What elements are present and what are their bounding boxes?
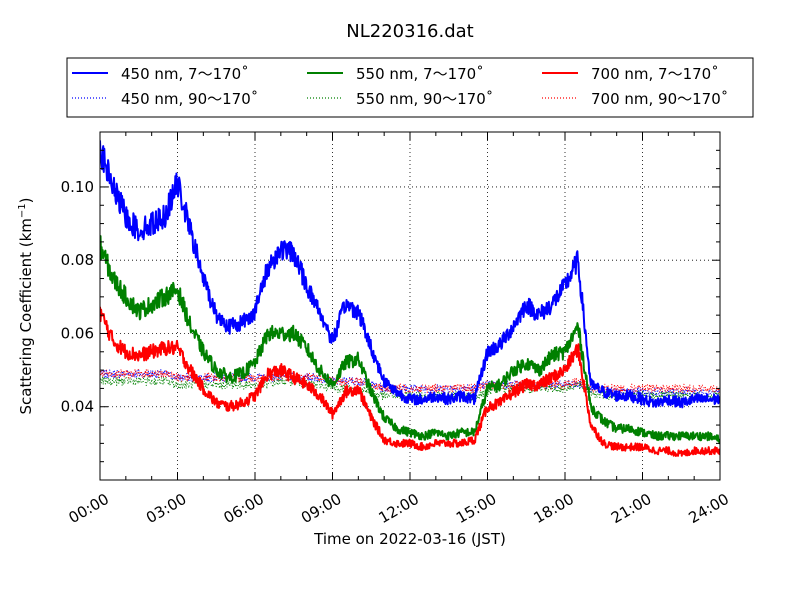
series-line-5 <box>100 368 720 394</box>
x-tick-label: 06:00 <box>221 490 267 527</box>
x-tick-label: 24:00 <box>686 490 732 527</box>
series-line-4 <box>100 306 720 457</box>
y-tick-label: 0.06 <box>61 324 94 342</box>
legend-label: 700 nm, 7～170˚ <box>591 65 719 83</box>
legend-label: 450 nm, 7～170˚ <box>121 65 249 83</box>
series-line-2 <box>100 235 720 445</box>
y-tick-label: 0.08 <box>61 251 94 269</box>
x-tick-label: 15:00 <box>453 490 499 527</box>
legend-label: 700 nm, 90～170˚ <box>591 90 728 108</box>
legend: 450 nm, 7～170˚ 450 nm, 90～170˚ 550 nm, 7～1… <box>66 57 754 118</box>
legend-label: 450 nm, 90～170˚ <box>121 90 258 108</box>
x-tick-label: 00:00 <box>66 490 112 527</box>
series-layer <box>100 140 720 457</box>
chart-title: NL220316.dat <box>346 21 473 42</box>
x-tick-label: 03:00 <box>143 490 189 527</box>
x-tick-label: 12:00 <box>376 490 422 527</box>
y-axis-label-end: ) <box>17 197 35 203</box>
y-tick-label: 0.04 <box>61 398 94 416</box>
series-line-0 <box>100 140 720 409</box>
y-tick-label: 0.10 <box>61 178 94 196</box>
y-axis-label-main: Scattering Coefficient (km <box>17 218 35 414</box>
y-axis-label-unit-sup: −1 <box>17 203 28 218</box>
x-tick-label: 09:00 <box>298 490 344 527</box>
grid-lines <box>100 132 720 480</box>
legend-frame <box>66 57 754 118</box>
x-tick-label: 18:00 <box>531 490 577 527</box>
x-axis-label: Time on 2022-03-16 (JST) <box>313 530 506 548</box>
y-axis-label: Scattering Coefficient (km−1) <box>17 197 35 414</box>
legend-label: 550 nm, 90～170˚ <box>356 90 493 108</box>
legend-label: 550 nm, 7～170˚ <box>356 65 484 83</box>
plot-area <box>99 131 721 481</box>
x-tick-label: 21:00 <box>608 490 654 527</box>
axis-ticks <box>99 132 721 480</box>
